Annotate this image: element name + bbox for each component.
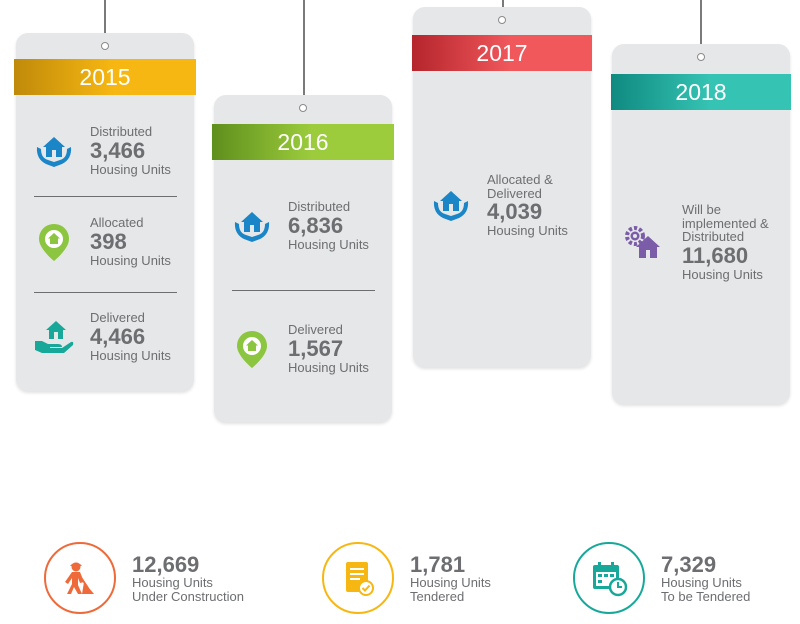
stat-icon-circle: [322, 542, 394, 614]
stat-tendered: 1,781 Housing Units Tendered: [322, 542, 491, 614]
stat-label-line2: To be Tendered: [661, 588, 751, 604]
year-label: 2018: [675, 78, 727, 105]
entry-distributed: Distributed 3,466 Housing Units: [34, 125, 171, 176]
card-hole: [101, 42, 109, 50]
entry-allocated-delivered: Allocated & Delivered 4,039 Housing Unit…: [431, 173, 568, 238]
stat-to-be-tendered: 7,329 Housing Units To be Tendered: [573, 542, 750, 614]
card-2018-string: [700, 0, 702, 58]
entry-label: Distributed: [288, 199, 351, 214]
year-band-2018: 2018: [611, 74, 791, 110]
entry-label-line2: Delivered: [487, 185, 542, 201]
hand-house-icon: [35, 320, 74, 353]
entry-unit: Housing Units: [288, 236, 369, 252]
entry-label: Distributed: [90, 124, 153, 139]
entry-label: Delivered: [90, 310, 145, 325]
location-pin-house-icon: [39, 223, 69, 261]
entry-delivered: Delivered 4,466 Housing Units: [34, 311, 171, 362]
calendar-clock-icon: [593, 562, 628, 597]
entry-label-line1: Will be: [682, 202, 722, 217]
card-2015: 2015 Distributed 3,466 Housing Units All…: [14, 33, 196, 391]
card-2016: 2016 Distributed 6,836 Housing Units Del…: [212, 95, 394, 422]
card-2017: 2017 Allocated & Delivered 4,039 Housing…: [412, 7, 592, 367]
entry-unit: Housing Units: [90, 347, 171, 363]
card-hole: [697, 53, 705, 61]
entry-unit: Housing Units: [90, 252, 171, 268]
stat-label-line1: Housing Units: [132, 574, 213, 590]
construction-worker-icon: [65, 562, 94, 594]
entry-distributed: Distributed 6,836 Housing Units: [232, 200, 369, 251]
year-label: 2015: [79, 63, 131, 90]
hands-house-icon: [433, 191, 469, 222]
separator: [232, 290, 375, 291]
stat-label-line1: Housing Units: [661, 574, 742, 590]
entry-will-be-implemented: Will be implemented & Distributed 11,680…: [622, 203, 769, 282]
year-label: 2016: [277, 128, 329, 155]
entry-unit: Housing Units: [487, 223, 568, 239]
stat-value: 7,329: [661, 551, 717, 577]
entry-label-line2: implemented &: [682, 215, 769, 231]
entry-value: 3,466: [90, 137, 146, 163]
stat-label-line2: Under Construction: [132, 588, 244, 604]
card-2016-string: [303, 0, 305, 108]
entry-delivered: Delivered 1,567 Housing Units: [232, 323, 369, 374]
entry-value: 4,039: [487, 199, 543, 225]
separator: [34, 196, 177, 197]
stat-value: 1,781: [410, 551, 466, 577]
year-band-2016: 2016: [212, 124, 394, 160]
entry-value: 398: [90, 228, 127, 254]
separator: [34, 292, 177, 293]
entry-label-line3: Distributed: [682, 229, 745, 245]
hands-house-icon: [234, 211, 270, 242]
stat-icon-circle: [573, 542, 645, 614]
year-label: 2017: [476, 39, 528, 66]
entry-unit: Housing Units: [682, 266, 763, 282]
stat-under-construction: 12,669 Housing Units Under Construction: [44, 542, 244, 614]
entry-allocated: Allocated 398 Housing Units: [34, 216, 171, 267]
stat-label-line1: Housing Units: [410, 574, 491, 590]
hands-house-icon: [36, 136, 72, 167]
card-2018: 2018 Will be implemented & Distributed 1…: [611, 44, 791, 404]
entry-value: 6,836: [288, 212, 344, 238]
card-hole: [498, 16, 506, 24]
entry-unit: Housing Units: [90, 161, 171, 177]
entry-value: 4,466: [90, 323, 146, 349]
document-check-icon: [346, 562, 374, 596]
entry-label-line1: Allocated &: [487, 172, 553, 187]
entry-label: Delivered: [288, 322, 343, 337]
card-hole: [299, 104, 307, 112]
entry-value: 1,567: [288, 335, 344, 361]
stat-label-line2: Tendered: [410, 588, 465, 604]
card-2015-string: [104, 0, 106, 46]
year-band-2015: 2015: [14, 59, 196, 95]
year-band-2017: 2017: [412, 35, 592, 71]
stat-value: 12,669: [132, 551, 200, 577]
stat-icon-circle: [44, 542, 116, 614]
location-pin-house-icon: [237, 330, 267, 368]
gear-house-icon: [625, 226, 660, 259]
entry-unit: Housing Units: [288, 359, 369, 375]
entry-value: 11,680: [682, 242, 749, 268]
entry-label: Allocated: [90, 215, 144, 230]
